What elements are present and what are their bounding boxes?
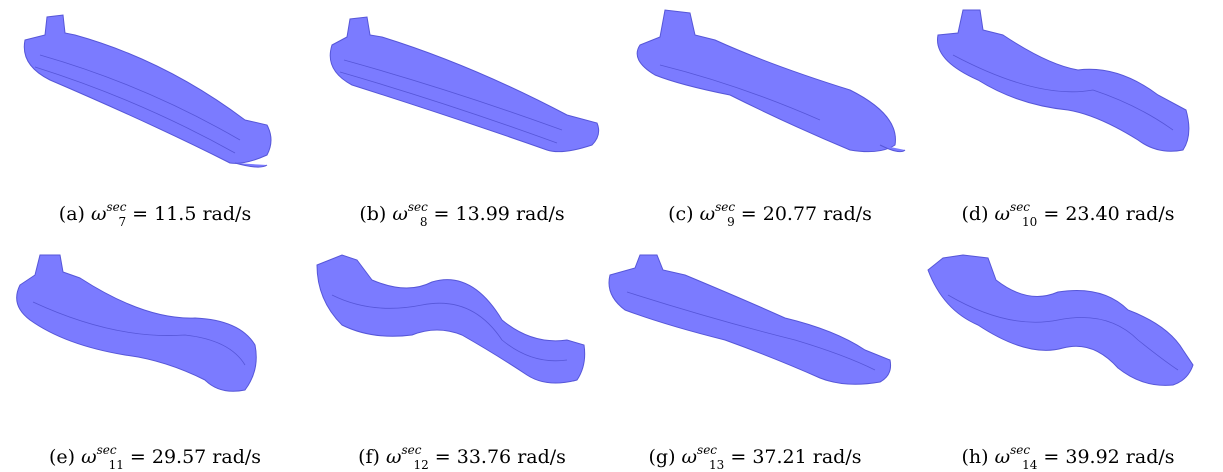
caption-b: (b) ωsec8 = 13.99 rad/s — [359, 200, 565, 229]
caption-g: (g) ωsec13 = 37.21 rad/s — [648, 443, 862, 472]
ship-mode-shape-13 — [608, 254, 891, 385]
caption-d: (d) ωsec10 = 23.40 rad/s — [961, 200, 1175, 229]
ship-mode-shape-9 — [636, 9, 906, 153]
caption-a: (a) ωsec7 = 11.5 rad/s — [58, 200, 252, 229]
panel-c: (c) ωsec9 = 20.77 rad/s — [620, 5, 920, 235]
panel-b: (b) ωsec8 = 13.99 rad/s — [312, 5, 612, 235]
caption-c: (c) ωsec9 = 20.77 rad/s — [668, 200, 872, 229]
ship-mode-shape-14 — [927, 254, 1194, 386]
caption-f: (f) ωsec12 = 33.76 rad/s — [358, 443, 566, 472]
caption-e: (e) ωsec11 = 29.57 rad/s — [48, 443, 262, 472]
panel-d: (d) ωsec10 = 23.40 rad/s — [918, 5, 1218, 235]
panel-f: (f) ωsec12 = 33.76 rad/s — [312, 240, 612, 472]
ship-mode-shape-12 — [316, 254, 586, 384]
panel-g: (g) ωsec13 = 37.21 rad/s — [605, 240, 905, 472]
panel-h: (h) ωsec14 = 39.92 rad/s — [918, 240, 1218, 472]
ship-mode-shape-7 — [23, 14, 272, 168]
panel-e: (e) ωsec11 = 29.57 rad/s — [5, 240, 305, 472]
ship-mode-shape-11 — [16, 254, 257, 392]
caption-h: (h) ωsec14 = 39.92 rad/s — [961, 443, 1175, 472]
ship-mode-shape-8 — [329, 16, 600, 153]
ship-mode-shape-10 — [937, 9, 1190, 152]
panel-a: (a) ωsec7 = 11.5 rad/s — [5, 5, 305, 235]
